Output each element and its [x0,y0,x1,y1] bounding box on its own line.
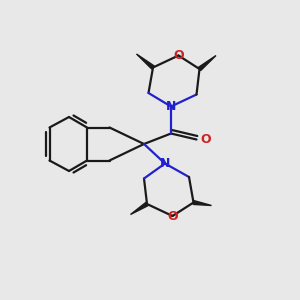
Polygon shape [130,202,148,214]
Polygon shape [198,56,216,70]
Text: N: N [160,157,170,170]
Text: N: N [166,100,176,113]
Text: O: O [173,49,184,62]
Text: O: O [167,209,178,223]
Text: O: O [201,133,212,146]
Polygon shape [136,54,154,69]
Polygon shape [193,201,212,206]
